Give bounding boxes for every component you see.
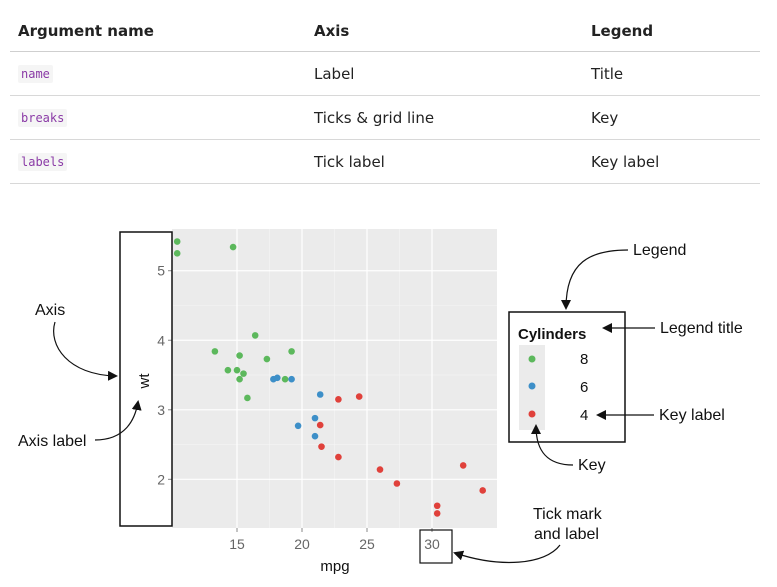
data-point-cyl-4 — [335, 396, 342, 403]
grid-lines — [172, 229, 497, 528]
annotation-legend: Legend — [633, 242, 686, 259]
data-point-cyl-4 — [433, 510, 441, 517]
annotation-key-label: Key label — [659, 407, 725, 424]
table-row: breaks Ticks & grid line Key — [10, 96, 760, 140]
data-point-cyl-6 — [311, 414, 319, 422]
argument-table: Argument name Axis Legend name Label Tit… — [10, 10, 760, 184]
tick-highlight-box — [419, 529, 453, 564]
legend-cell: Key label — [591, 152, 660, 171]
data-point-cyl-8 — [251, 332, 259, 339]
annotation-axis: Axis — [35, 302, 65, 319]
data-point-cyl-4 — [316, 421, 324, 429]
argument-code: labels — [18, 152, 68, 171]
data-point-cyl-4 — [335, 453, 342, 461]
data-point-cyl-8 — [211, 348, 219, 355]
axis-cell: Ticks & grid line — [314, 108, 435, 127]
legend-label-8: 8 — [580, 351, 588, 368]
x-tick-label: 25 — [359, 536, 375, 552]
data-point-cyl-4 — [318, 443, 325, 450]
data-point-cyl-6 — [311, 432, 319, 440]
arrow-key — [531, 424, 574, 466]
annotation-key: Key — [578, 457, 606, 474]
data-point-cyl-4 — [376, 466, 384, 473]
legend-key-6 — [528, 382, 536, 390]
data-point-cyl-4 — [459, 462, 467, 469]
axis-highlight-box — [119, 231, 173, 527]
header-argument-name: Argument name — [18, 21, 154, 40]
legend-key-8 — [528, 355, 536, 363]
legend-label-6: 6 — [580, 379, 588, 396]
data-point-cyl-8 — [281, 375, 289, 383]
argument-code: name — [18, 64, 53, 83]
legend-label-4: 4 — [580, 407, 588, 424]
data-point-cyl-8 — [288, 348, 295, 355]
annotation-legend-title: Legend title — [660, 320, 743, 337]
data-point-cyl-4 — [479, 487, 487, 494]
x-axis-ticks: 15 20 25 30 — [229, 528, 440, 552]
data-point-cyl-4 — [433, 502, 441, 510]
data-point-cyl-8 — [224, 366, 232, 374]
data-point-cyl-8 — [229, 243, 237, 251]
x-tick-label: 15 — [229, 536, 245, 552]
x-axis-title: mpg — [320, 558, 349, 575]
data-point-cyl-6 — [294, 422, 302, 430]
y-axis-title: wt — [136, 373, 153, 390]
arrow-legend — [561, 249, 629, 310]
data-point-cyl-4 — [393, 480, 401, 487]
arrow-axis — [53, 321, 118, 381]
data-point-cyl-8 — [236, 352, 243, 359]
data-point-cyl-8 — [236, 375, 243, 383]
data-point-cyl-8 — [173, 250, 181, 257]
axis-cell: Label — [314, 64, 355, 83]
table-row: labels Tick label Key label — [10, 140, 760, 184]
y-tick-label: 4 — [157, 332, 165, 348]
x-tick-label: 20 — [294, 536, 310, 552]
y-tick-label: 3 — [157, 402, 165, 418]
argument-code: breaks — [18, 108, 68, 127]
header-axis: Axis — [314, 21, 350, 40]
legend-title: Cylinders — [518, 326, 586, 343]
data-point-cyl-8 — [240, 370, 247, 377]
table-row: name Label Title — [10, 52, 760, 96]
data-point-cyl-4 — [355, 393, 363, 400]
data-point-cyl-8 — [173, 238, 181, 245]
x-tick-label: 30 — [424, 536, 440, 552]
axis-cell: Tick label — [314, 152, 385, 171]
data-point-cyl-6 — [274, 374, 281, 382]
annotation-tick-mark-line2: and label — [534, 526, 599, 543]
legend-cell: Title — [591, 64, 624, 83]
y-axis-ticks: 2 3 4 5 — [157, 263, 172, 487]
data-point-cyl-6 — [316, 391, 324, 398]
data-point-cyl-8 — [244, 394, 251, 402]
y-tick-label: 2 — [157, 471, 165, 487]
legend-key-4 — [528, 410, 536, 418]
annotation-tick-mark-line1: Tick mark — [533, 506, 603, 523]
header-legend: Legend — [591, 21, 654, 40]
annotation-axis-label: Axis label — [18, 433, 86, 450]
y-tick-label: 5 — [157, 263, 165, 279]
data-point-cyl-8 — [263, 355, 271, 363]
data-points — [173, 238, 487, 517]
data-point-cyl-6 — [288, 375, 295, 383]
arrow-tick-mark — [453, 544, 561, 563]
table-header-row: Argument name Axis Legend — [10, 10, 760, 52]
data-point-cyl-8 — [233, 366, 241, 374]
arrow-axis-label — [94, 400, 142, 441]
legend-cell: Key — [591, 108, 619, 127]
